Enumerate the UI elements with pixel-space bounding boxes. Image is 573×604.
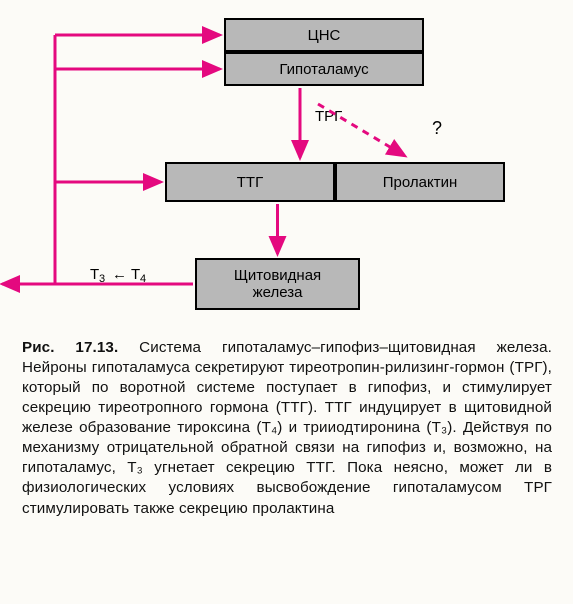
label-qmark-text: ? bbox=[432, 118, 442, 138]
node-thyroid-label: Щитовидная железа bbox=[234, 267, 321, 302]
node-ttg: ТТГ bbox=[165, 162, 335, 202]
label-t3-t: Т bbox=[90, 266, 99, 283]
node-thyroid: Щитовидная железа bbox=[195, 258, 360, 310]
label-question-mark: ? bbox=[432, 118, 442, 139]
node-prolactin-label: Пролактин bbox=[383, 174, 458, 191]
label-t4-sub-text: 4 bbox=[140, 273, 146, 285]
label-small-arrow: ← bbox=[112, 266, 127, 283]
node-hypothalamus-label: Гипоталамус bbox=[279, 61, 368, 78]
label-t4-sub: 4 bbox=[140, 273, 146, 285]
node-hypothalamus: Гипоталамус bbox=[224, 52, 424, 86]
node-cns: ЦНС bbox=[224, 18, 424, 52]
caption-fig-label: Рис. 17.13. bbox=[22, 339, 118, 356]
label-trg-text: ТРГ bbox=[315, 108, 342, 125]
node-cns-label: ЦНС bbox=[308, 27, 341, 44]
label-t4: Т bbox=[131, 266, 140, 283]
node-prolactin: Пролактин bbox=[335, 162, 505, 202]
hpt-axis-diagram: ЦНС Гипоталамус ТТГ Пролактин Щитовидная… bbox=[0, 0, 573, 330]
figure-caption: Рис. 17.13. Система гипоталамус–гипофиз–… bbox=[22, 338, 552, 519]
node-ttg-label: ТТГ bbox=[237, 174, 263, 191]
label-t3-sub-text: 3 bbox=[99, 273, 105, 285]
caption-body: Нейроны гипоталамуса секретируют тирео­т… bbox=[22, 359, 552, 516]
label-small-arrow-text: ← bbox=[112, 266, 127, 283]
label-t3: Т bbox=[90, 266, 99, 283]
label-trg: ТРГ bbox=[315, 108, 342, 125]
caption-title: Система гипоталамус–гипофиз–щитовид­ная … bbox=[139, 339, 552, 356]
label-t3-sub: 3 bbox=[99, 273, 105, 285]
label-t4-t: Т bbox=[131, 266, 140, 283]
